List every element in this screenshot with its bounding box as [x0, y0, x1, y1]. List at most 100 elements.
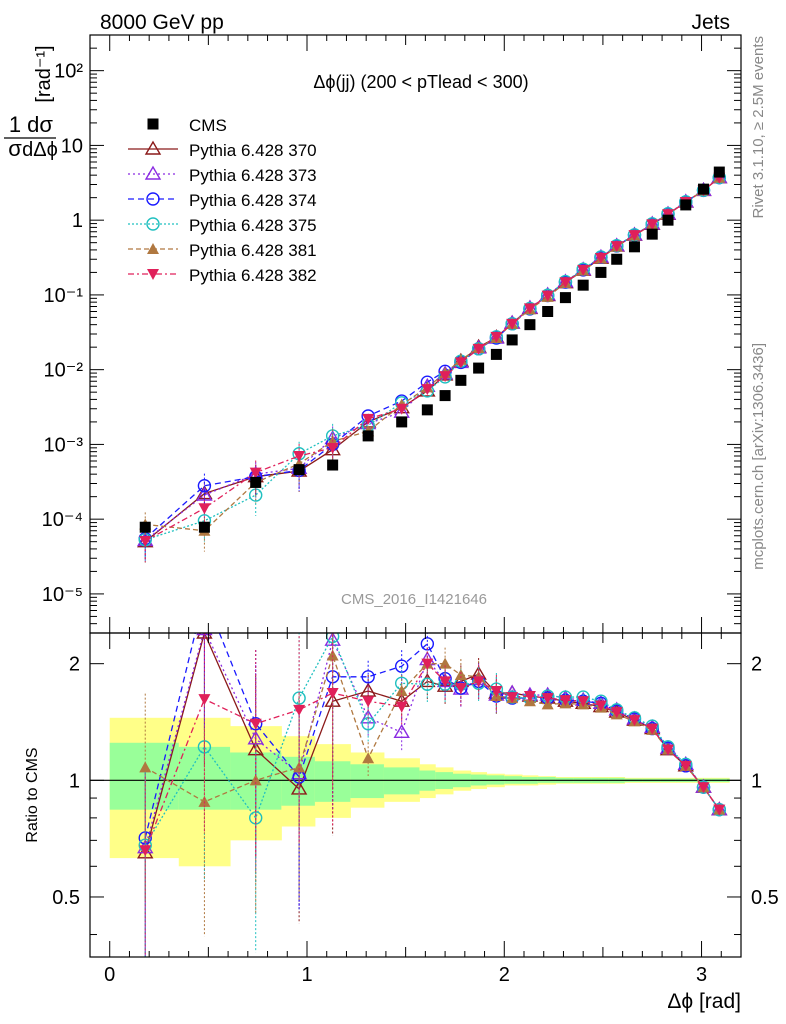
data-point [611, 253, 623, 265]
main-y-tick-label: 10⁻⁴ [42, 509, 83, 531]
ratio-point [198, 795, 211, 807]
ratio-point [292, 691, 306, 705]
legend-entry: Pythia 6.428 375 [128, 216, 317, 235]
rivet-version-label: Rivet 3.1.10, ≥ 2.5M events [750, 36, 767, 219]
legend-entry: Pythia 6.428 370 [128, 140, 317, 160]
series-point [628, 230, 641, 242]
ratio-point [439, 676, 452, 688]
ratio-y-tick-label: 2 [69, 654, 80, 676]
data-point [293, 464, 305, 476]
energy-label: 8000 GeV pp [100, 11, 224, 34]
series-point [472, 343, 485, 355]
legend-entry: Pythia 6.428 374 [128, 191, 317, 210]
ratio-point [697, 782, 710, 794]
ratio-point [646, 723, 659, 735]
ratio-point [662, 744, 675, 756]
data-point [559, 292, 571, 304]
ratio-point [523, 691, 536, 703]
ratio-point [198, 589, 210, 601]
ratio-point [362, 696, 375, 708]
legend-label: Pythia 6.428 381 [189, 241, 317, 260]
data-point [198, 521, 210, 533]
data-point [595, 266, 607, 278]
main-y-tick-label: 10⁻⁵ [42, 584, 83, 606]
ratio-point [439, 657, 452, 669]
main-panel: 10⁻⁵ 10⁻⁴ 10⁻³ 10⁻² 10⁻¹ 1 10 10² [42, 34, 742, 634]
main-y-tick-label: 10² [54, 61, 83, 83]
legend-entry: Pythia 6.428 382 [128, 266, 317, 285]
main-y-tick-label: 10 [61, 135, 83, 157]
series-point [506, 318, 519, 330]
series-point [439, 371, 452, 383]
legend-marker [144, 165, 162, 180]
series-point [196, 486, 213, 501]
ratio-point [139, 761, 152, 773]
series-point [421, 384, 434, 396]
ratio-point [361, 717, 375, 731]
svg-text:dΔϕ: dΔϕ [22, 139, 58, 161]
svg-text:[rad⁻¹]: [rad⁻¹] [33, 45, 55, 102]
svg-text:σ: σ [8, 136, 22, 161]
ratio-y-tick-label-right: 0.5 [751, 887, 779, 909]
series-point [559, 277, 572, 289]
ratio-point [249, 718, 262, 730]
ratio-point [679, 760, 692, 772]
legend-marker [147, 269, 159, 280]
ratio-point [454, 683, 467, 695]
ratio-panel: 0.5 0.5 1 1 2 2 0 1 2 3 [52, 35, 779, 986]
series-point [646, 219, 659, 231]
series-point [454, 357, 467, 369]
series-point [610, 241, 623, 253]
main-y-tick-label: 10⁻¹ [44, 285, 84, 307]
series-point [523, 303, 536, 315]
x-tick-label: 1 [301, 964, 312, 986]
data-point [327, 459, 339, 471]
series-point [293, 450, 306, 462]
analysis-watermark: CMS_2016_I1421646 [341, 591, 487, 608]
chart-title: Δϕ(jj) (200 < pTlead < 300) [313, 72, 528, 92]
x-tick-label: 0 [104, 964, 115, 986]
ratio-y-tick-label: 0.5 [52, 887, 80, 909]
ratio-point [577, 696, 590, 708]
legend-label: Pythia 6.428 370 [189, 141, 317, 160]
ratio-point [559, 695, 572, 707]
ratio-point [541, 693, 554, 705]
data-point [524, 319, 536, 331]
ratio-ylabel: Ratio to CMS [24, 747, 41, 842]
svg-text:1: 1 [9, 112, 21, 137]
data-point [490, 348, 502, 360]
ratio-point [359, 682, 377, 697]
inner-band-bin [109, 742, 180, 810]
ratio-point [198, 694, 211, 706]
legend-label: Pythia 6.428 382 [189, 266, 317, 285]
x-ticks: 0 1 2 3 [104, 35, 742, 986]
data-point [455, 374, 467, 386]
inner-band-bin [350, 764, 385, 799]
series-point [198, 503, 211, 515]
ratio-point [362, 752, 375, 764]
ratio-point [610, 707, 623, 719]
data-point [421, 404, 433, 416]
legend-marker [146, 192, 160, 206]
ratio-point [395, 685, 408, 697]
legend-marker [147, 118, 159, 130]
main-y-ticks: 10⁻⁵ 10⁻⁴ 10⁻³ 10⁻² 10⁻¹ 1 10 10² [42, 34, 741, 634]
legend-label: Pythia 6.428 373 [189, 166, 317, 185]
ratio-frame [89, 632, 742, 958]
data-point [473, 362, 485, 374]
svg-text:dσ: dσ [27, 112, 53, 137]
series-point [249, 467, 262, 479]
legend-entry: Pythia 6.428 381 [128, 241, 317, 260]
x-tick-label: 2 [499, 964, 510, 986]
ratio-point [420, 677, 435, 691]
data-point [542, 305, 554, 317]
main-y-tick-label: 10⁻³ [44, 434, 84, 456]
series-point [594, 252, 607, 264]
ratio-point [506, 692, 519, 704]
ratio-point [326, 688, 339, 700]
ratio-point [472, 676, 485, 688]
ratio-point [628, 715, 641, 727]
ratio-point [293, 704, 306, 716]
legend-label: CMS [189, 116, 227, 135]
uncertainty-bands [109, 717, 730, 867]
